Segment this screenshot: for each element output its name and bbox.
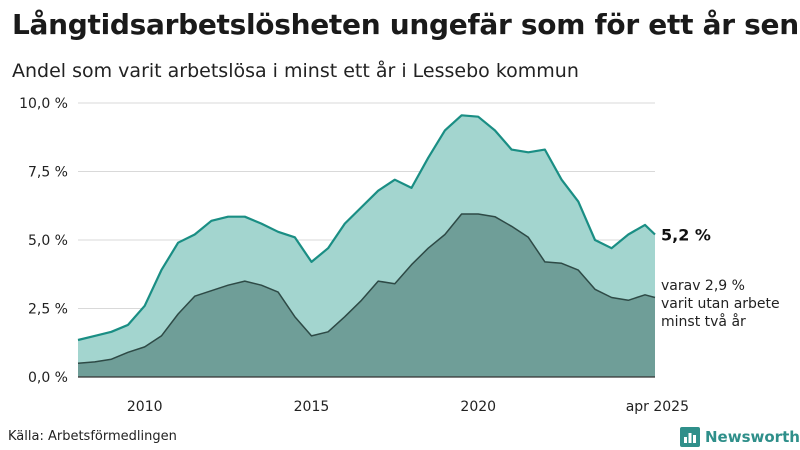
newsworthy-brand[interactable]: Newsworthy [680,427,800,447]
x-tick-label: apr 2025 [626,399,689,415]
x-tick-label: 2015 [294,399,330,415]
end-label-two-year: varit utan arbete [661,296,780,312]
newsworthy-logo-icon [680,427,700,447]
y-tick-label: 2,5 % [28,302,68,318]
chart-title: Långtidsarbetslösheten ungefär som för e… [12,8,799,41]
y-tick-label: 7,5 % [28,165,68,181]
end-label-total: 5,2 % [661,226,711,245]
end-label-two-year: minst två år [661,313,746,330]
y-tick-label: 5,0 % [28,233,68,249]
brand-name: Newsworthy [705,428,800,446]
chart-subtitle: Andel som varit arbetslösa i minst ett å… [12,60,579,82]
x-tick-label: 2020 [460,399,496,415]
end-label-two-year: varav 2,9 % [661,278,745,294]
source-note: Källa: Arbetsförmedlingen [8,429,177,444]
y-tick-label: 0,0 % [28,370,68,386]
line-two-year [77,213,656,365]
x-tick-label: 2010 [127,399,163,415]
y-tick-label: 10,0 % [19,96,68,112]
line-total [77,114,656,342]
